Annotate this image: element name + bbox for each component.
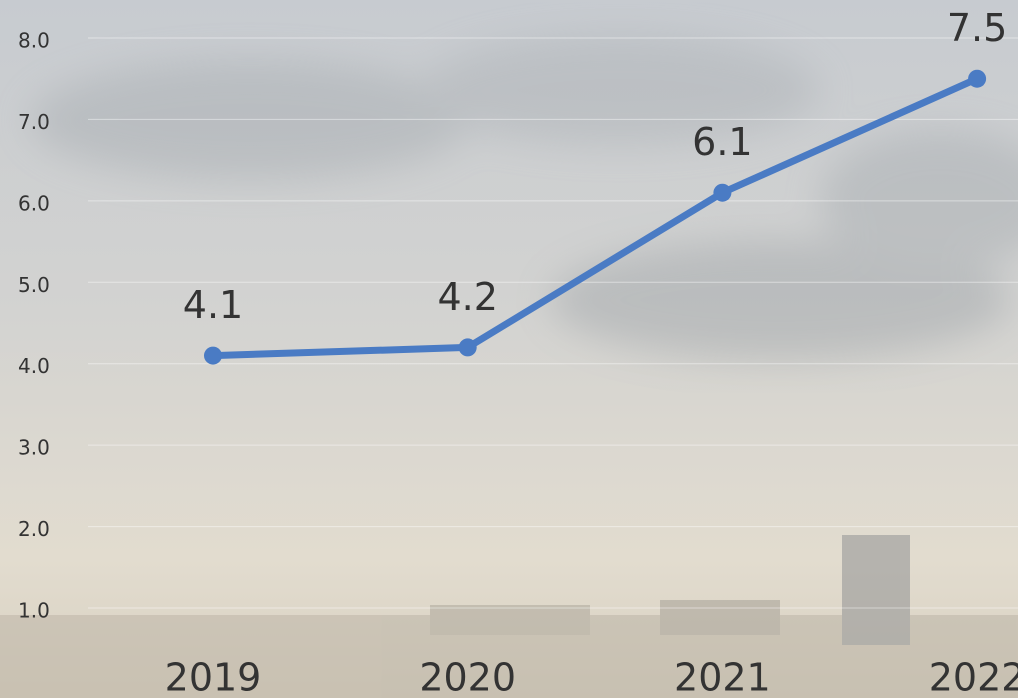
x-tick-label: 2022 <box>929 656 1018 698</box>
y-tick-label: 8.0 <box>18 29 50 53</box>
x-tick-label: 2020 <box>419 656 516 698</box>
marker <box>204 346 222 365</box>
y-tick-label: 6.0 <box>18 191 50 215</box>
clouds <box>30 35 1018 360</box>
y-tick-label: 1.0 <box>18 599 50 623</box>
y-tick-label: 4.0 <box>18 354 50 378</box>
marker <box>713 183 732 202</box>
data-label: 7.5 <box>947 6 1007 50</box>
x-tick-label: 2021 <box>674 656 771 698</box>
line <box>212 75 979 360</box>
y-tick-label: 3.0 <box>18 436 50 460</box>
data-label: 6.1 <box>692 120 752 164</box>
marker <box>458 338 477 357</box>
data-label: 4.2 <box>437 275 497 319</box>
marker <box>968 69 987 88</box>
y-tick-label: 5.0 <box>18 273 50 297</box>
y-tick-label: 7.0 <box>18 110 50 134</box>
skyline <box>0 535 1018 698</box>
data-label: 4.1 <box>183 283 243 327</box>
x-tick-label: 2019 <box>165 656 262 698</box>
y-tick-label: 2.0 <box>18 517 50 541</box>
